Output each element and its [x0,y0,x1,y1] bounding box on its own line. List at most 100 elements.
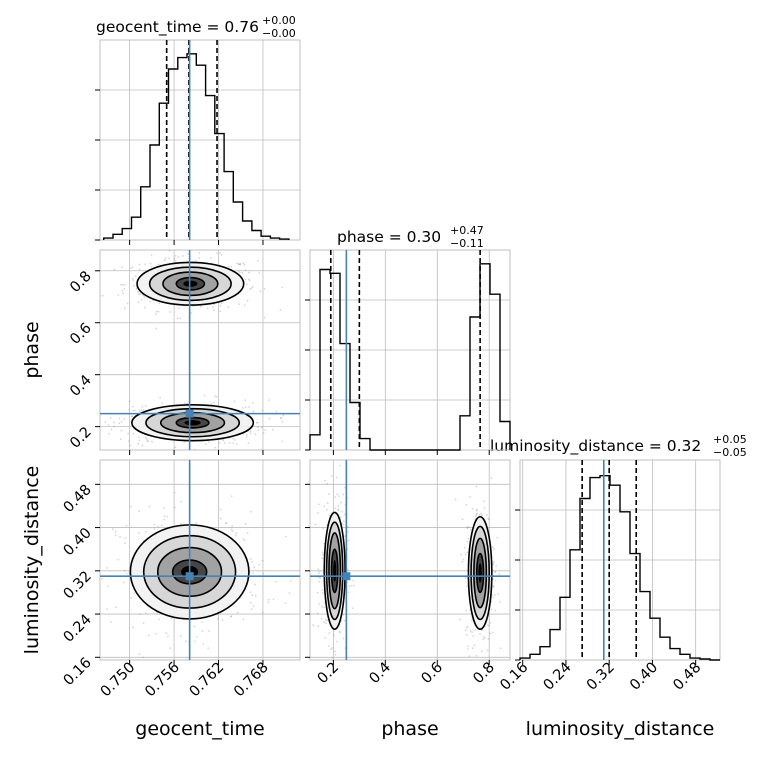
sample-point [173,491,176,494]
contour-line [328,532,342,610]
sample-point [474,629,477,632]
sample-point [464,576,467,579]
sample-point [132,277,134,280]
sample-point [142,409,145,411]
sample-point [219,252,221,254]
sample-point [471,631,473,633]
sample-point [466,625,469,628]
sample-point [252,605,255,607]
sample-point [475,515,477,518]
sample-point [239,263,242,266]
sample-point [274,580,277,583]
sample-point [325,622,327,625]
sample-point [163,515,166,518]
sample-point [459,618,461,621]
sample-point [130,267,132,270]
sample-point [140,409,143,411]
sample-point [492,584,494,587]
sample-point [113,268,116,271]
sample-point [338,630,341,633]
sample-point [489,632,491,635]
sample-point [475,654,478,657]
sample-point [231,530,234,532]
sample-point [348,585,350,588]
sample-point [221,619,224,621]
truth-marker [185,572,194,581]
sample-point [494,571,497,574]
sample-point [152,299,155,302]
sample-point [216,617,219,620]
sample-point [119,438,122,440]
title-phase-plus: +0.47 [450,224,484,237]
sample-point [82,419,84,421]
sample-point [132,284,135,287]
sample-point [343,619,346,622]
sample-point [466,526,469,528]
sample-point [471,620,473,622]
y-tick-label-luminosity_distance: 0.16 [61,655,95,689]
sample-point [131,405,134,408]
sample-point [471,507,474,510]
sample-point [482,636,485,638]
sample-point [244,278,247,281]
sample-point [272,428,274,431]
sample-point [257,426,260,429]
sample-point [131,266,134,268]
sample-point [317,572,320,575]
sample-point [165,632,168,635]
sample-point [258,272,261,274]
grid-lines [100,40,300,240]
y-tick-label-luminosity_distance: 0.48 [61,482,95,516]
sample-point [230,528,233,531]
sample-point [119,535,121,538]
sample-point [155,310,158,313]
sample-point [138,436,140,439]
sample-point [219,304,222,307]
sample-point [257,259,259,262]
sample-point [487,518,489,520]
sample-point [110,621,112,624]
sample-point [324,637,327,639]
sample-point [138,410,141,413]
sample-point [489,621,492,624]
sample-point [138,653,141,655]
sample-point [230,265,233,268]
sample-point [93,410,95,412]
sample-point [249,558,252,560]
sample-point [467,645,470,648]
sample-point [280,417,283,420]
histogram-phase [309,263,511,451]
sample-point [219,508,222,511]
sample-point [340,501,342,504]
sample-point [195,260,198,262]
sample-point [132,432,135,435]
sample-point [202,643,205,645]
sample-point [218,441,221,444]
sample-point [166,515,169,518]
contour-line [475,552,485,594]
sample-point [251,561,254,563]
sample-point [128,400,131,403]
sample-point [324,479,326,482]
sample-point [130,596,132,599]
sample-point [238,303,241,305]
sample-point [113,421,116,424]
sample-point [487,624,489,627]
sample-point [337,505,340,508]
sample-point [267,598,270,601]
sample-point [483,637,486,639]
sample-point [235,443,238,445]
sample-point [326,502,329,505]
sample-point [178,307,180,310]
sample-point [342,523,345,526]
sample-point [150,265,153,268]
sample-point [244,539,246,542]
sample-point [496,536,499,539]
sample-point [460,553,463,556]
sample-point [318,580,321,583]
sample-point [499,600,501,603]
y-tick-label-luminosity_distance: 0.40 [61,525,95,559]
sample-point [162,507,165,509]
sample-point [316,591,319,594]
